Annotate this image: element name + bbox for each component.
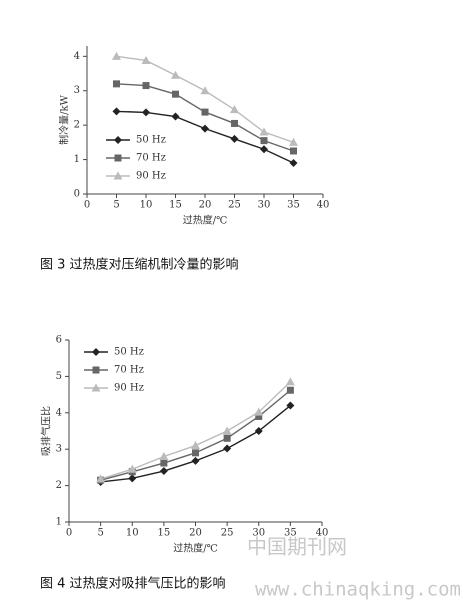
data-point	[223, 434, 231, 442]
y-tick-label: 2	[56, 480, 62, 491]
data-point	[127, 464, 137, 473]
x-tick-label: 40	[317, 200, 330, 211]
y-tick-label: 1	[56, 517, 62, 528]
data-point	[259, 127, 269, 136]
legend-marker	[114, 154, 122, 162]
data-point	[289, 137, 298, 146]
y-tick-label: 3	[56, 444, 62, 455]
x-tick-label: 20	[199, 200, 212, 211]
data-point	[260, 137, 268, 145]
data-point	[191, 441, 200, 450]
y-tick-label: 4	[56, 407, 62, 418]
y-tick-label: 2	[74, 120, 80, 131]
watermark-name: 中国期刊网	[247, 535, 347, 559]
data-point	[141, 55, 151, 64]
data-point	[286, 386, 294, 394]
data-point	[285, 377, 295, 386]
data-point	[200, 86, 210, 95]
y-tick-label: 6	[56, 335, 62, 346]
y-tick-label: 0	[74, 189, 80, 200]
data-point	[128, 474, 137, 483]
legend-marker	[113, 171, 123, 180]
data-point	[201, 108, 209, 116]
data-point	[172, 90, 179, 98]
data-point	[113, 80, 120, 88]
data-point	[112, 107, 121, 116]
x-tick-label: 10	[140, 200, 153, 211]
data-point	[159, 451, 169, 460]
data-point	[192, 449, 199, 457]
data-point	[230, 134, 239, 143]
data-point	[171, 70, 180, 79]
legend-marker	[92, 366, 100, 374]
x-tick-label: 5	[97, 528, 103, 539]
data-point	[159, 467, 168, 476]
x-tick-label: 0	[66, 528, 72, 539]
x-tick-label: 5	[113, 200, 119, 211]
caption: 图 3 过热度对压缩机制冷量的影响	[40, 257, 239, 273]
x-tick-label: 40	[316, 528, 329, 539]
y-tick-label: 3	[74, 85, 80, 96]
legend-label: 90 Hz	[136, 171, 166, 182]
data-point	[142, 82, 150, 90]
x-tick-label: 15	[169, 200, 182, 211]
data-point	[254, 427, 263, 435]
y-axis-label: 吸排气压比	[40, 406, 53, 456]
x-tick-label: 35	[287, 200, 300, 211]
x-tick-label: 35	[284, 528, 297, 539]
data-point	[230, 105, 239, 114]
legend-label: 50 Hz	[114, 347, 144, 358]
data-point	[171, 112, 180, 121]
watermark-url: www.chinaqking.com	[255, 579, 461, 601]
legend-label: 70 Hz	[136, 153, 166, 164]
y-tick-label: 5	[56, 371, 62, 382]
data-point	[290, 147, 297, 155]
x-tick-label: 0	[84, 200, 90, 211]
x-tick-label: 20	[189, 528, 202, 539]
y-tick-label: 4	[74, 51, 80, 62]
data-point	[201, 124, 209, 133]
data-point	[222, 426, 232, 435]
data-point	[96, 474, 106, 483]
data-point	[260, 145, 268, 154]
data-point	[255, 412, 263, 420]
legend-marker	[114, 136, 122, 144]
data-point	[142, 108, 150, 117]
data-point	[223, 444, 232, 453]
data-point	[191, 456, 200, 465]
caption: 图 4 过热度对吸排气压比的影响	[40, 576, 226, 592]
series-line	[100, 389, 291, 481]
x-axis-label: 过热度/℃	[183, 214, 228, 227]
data-point	[160, 459, 168, 467]
legend-marker	[91, 383, 101, 392]
data-point	[112, 51, 121, 60]
legend-label: 90 Hz	[114, 383, 144, 394]
data-point	[254, 407, 264, 416]
x-tick-label: 25	[228, 200, 241, 211]
x-tick-label: 30	[258, 200, 271, 211]
x-tick-label: 15	[158, 528, 171, 539]
y-tick-label: 1	[74, 154, 80, 165]
x-tick-label: 25	[221, 528, 234, 539]
legend-label: 50 Hz	[136, 135, 166, 146]
legend-label: 70 Hz	[114, 365, 144, 376]
x-tick-label: 30	[252, 528, 265, 539]
x-axis-label: 过热度/℃	[173, 542, 218, 555]
y-axis-label: 制冷量/kW	[58, 94, 71, 144]
data-point	[289, 159, 298, 168]
data-point	[286, 401, 295, 410]
legend-marker	[92, 348, 100, 356]
x-tick-label: 10	[126, 528, 139, 539]
data-point	[231, 119, 238, 127]
